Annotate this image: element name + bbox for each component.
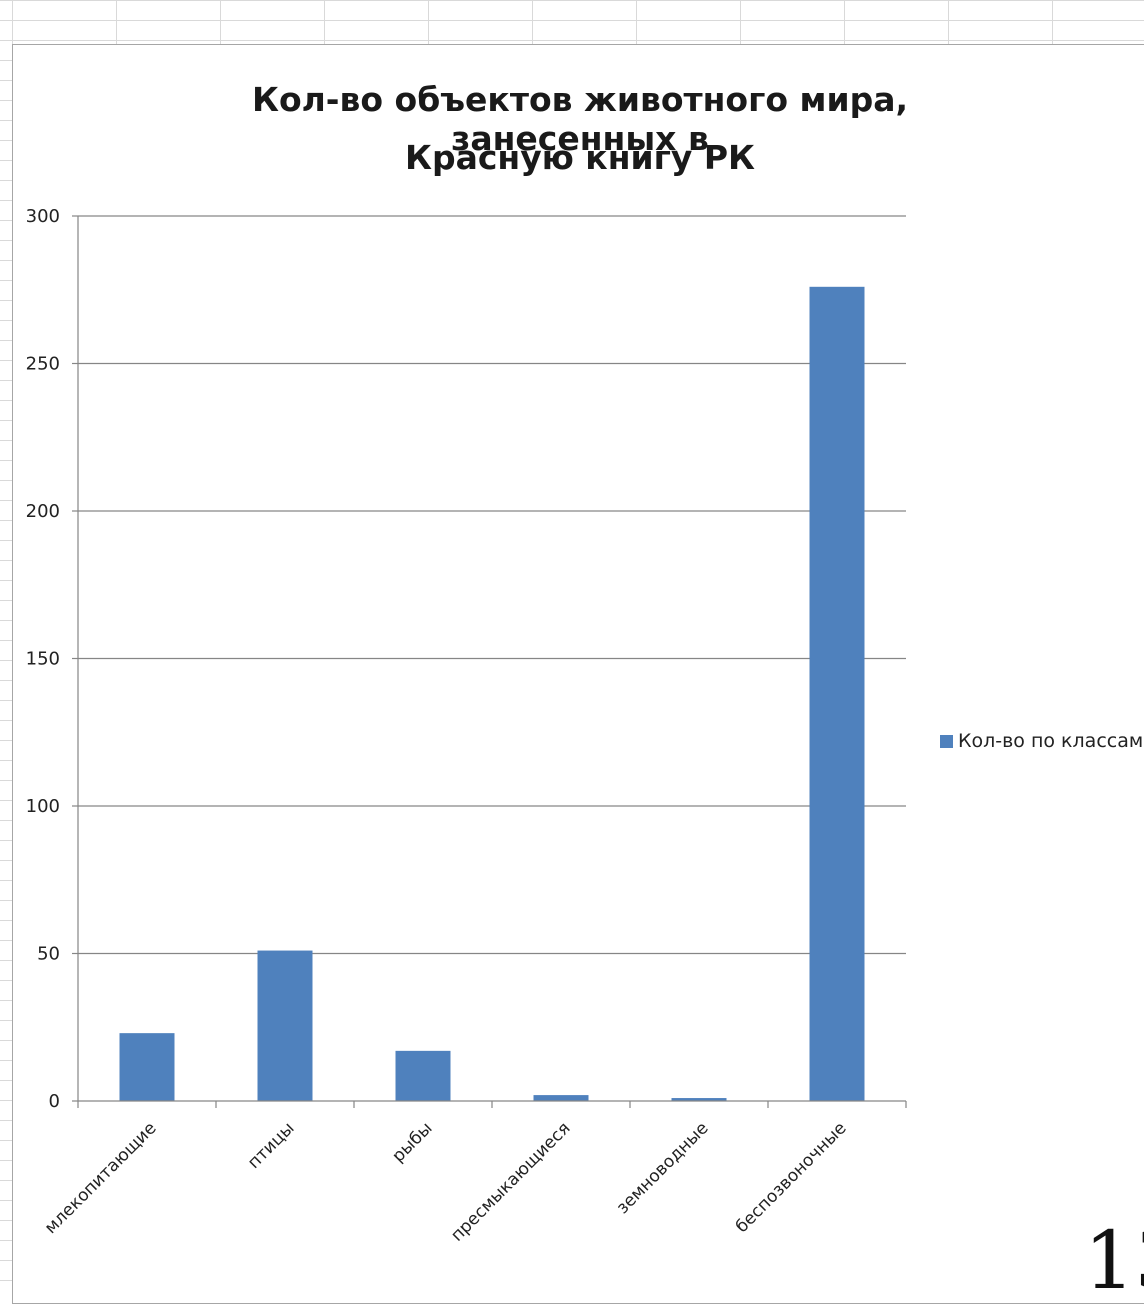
x-tick-label-4: пресмыкающиеся [447,1118,574,1245]
bar-6 [809,286,865,1101]
bar-4 [533,1095,589,1101]
chart-area[interactable] [12,44,1144,1304]
chart-title-line-2: Красную книгу РК [404,138,756,177]
y-tick-label-250: 250 [26,354,60,375]
x-tick-label-1: млекопитающие [41,1118,161,1238]
page-number: 13 [1084,1214,1144,1307]
bar-3 [395,1050,451,1101]
y-tick-label-0: 0 [49,1091,60,1112]
y-tick-label-50: 50 [37,944,60,965]
legend-label: Кол-во по классам [958,730,1144,752]
legend: Кол-во по классам [940,730,1143,752]
y-tick-label-200: 200 [26,501,60,522]
x-tick-label-6: беспозвоночные [732,1118,851,1237]
x-tick-label-3: рыбы [388,1118,436,1166]
bar-1 [119,1033,175,1101]
gridlines [78,215,906,955]
chart-title-line-1: Кол-во объектов животного мира, занесенн… [251,80,909,158]
y-tick-label-100: 100 [26,796,60,817]
bar-5 [671,1098,727,1101]
y-tick-label-300: 300 [26,206,60,227]
legend-swatch [940,735,953,748]
axes [72,215,907,1108]
y-tick-label-150: 150 [26,649,60,670]
x-tick-label-5: земноводные [613,1118,713,1218]
bar-2 [257,950,313,1101]
bars [119,286,865,1101]
x-tick-label-2: птицы [244,1118,298,1172]
